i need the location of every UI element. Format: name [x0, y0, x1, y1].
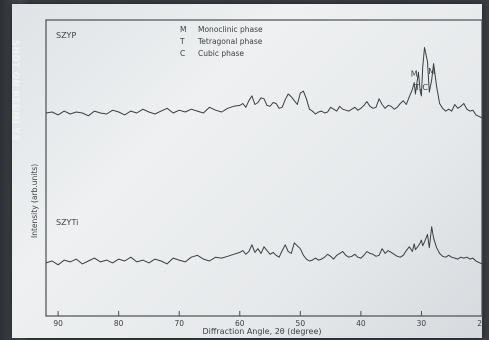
x-tick-label-70: 70	[174, 319, 184, 328]
legend-symbol-tetragonal: T	[179, 37, 185, 46]
x-tick-label-50: 50	[296, 319, 306, 328]
x-tick-label-40: 40	[356, 319, 366, 328]
x-tick-label-20: 20	[477, 319, 487, 328]
paper-sheet	[12, 4, 482, 338]
peak-label-2: M	[428, 67, 435, 76]
x-axis-label: Diffraction Angle, 2θ (degree)	[202, 327, 321, 336]
y-axis-label: Intensity (arb.units)	[30, 164, 39, 238]
x-tick-label-80: 80	[114, 319, 124, 328]
legend: M Monoclinic phase T Tetragonal phase C …	[179, 25, 263, 58]
series-label-szyp: SZYP	[56, 31, 76, 40]
series-label-szyti: SZYTi	[56, 218, 78, 227]
legend-label-monoclinic: Monoclinic phase	[198, 25, 263, 34]
camera-watermark: SHOT ON REDMI Y3	[10, 40, 20, 141]
x-tick-label-60: 60	[235, 319, 245, 328]
x-axis-ticks: 90 80 70 60 50 40 30 20	[53, 311, 487, 328]
legend-symbol-monoclinic: M	[180, 25, 186, 34]
series-line-szyp	[45, 47, 483, 119]
x-tick-label-30: 30	[417, 319, 427, 328]
legend-label-tetragonal: Tetragonal phase	[197, 37, 263, 46]
peak-labels: MT,CM	[411, 67, 436, 92]
x-tick-label-90: 90	[53, 319, 63, 328]
series-group	[45, 47, 483, 266]
peak-label-1: T,C	[414, 83, 428, 92]
series-line-szyti	[45, 226, 483, 266]
peak-label-0: M	[411, 70, 418, 79]
plot-frame	[45, 19, 483, 317]
legend-symbol-cubic: C	[180, 49, 185, 58]
legend-label-cubic: Cubic phase	[198, 49, 244, 58]
